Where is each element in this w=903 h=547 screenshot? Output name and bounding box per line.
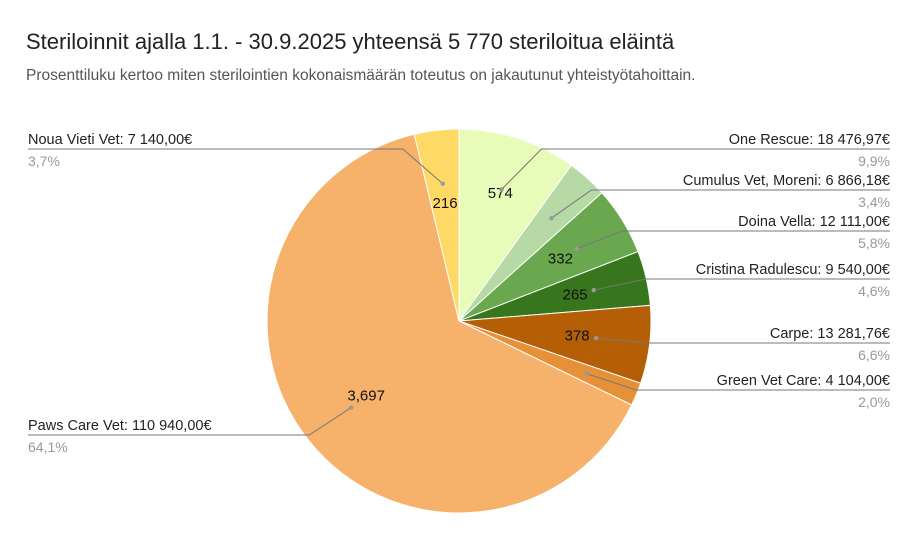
slice-percent-label: 6,6% [858, 347, 890, 363]
callout-dot [499, 187, 504, 192]
callout-line [551, 189, 890, 219]
callout-dot [440, 181, 445, 186]
callout-dot [591, 287, 596, 293]
callout-line [596, 337, 890, 344]
callout-line [501, 148, 890, 190]
callout-dot [549, 215, 554, 221]
slice-percent-label: 3,4% [858, 194, 890, 210]
pie-slice [458, 128, 573, 323]
chart-title: Steriloinnit ajalla 1.1. - 30.9.2025 yht… [26, 29, 675, 54]
callout-dot [584, 371, 589, 376]
callout-line [586, 373, 890, 391]
slice-value-label: 216 [433, 195, 458, 212]
slice-label: Noua Vieti Vet: 7 140,00€ [28, 132, 192, 148]
slice-value-label: 332 [548, 251, 573, 268]
pie-slice [266, 133, 633, 514]
slice-label: Cumulus Vet, Moreni: 6 866,18€ [683, 173, 890, 189]
slice-percent-label: 5,8% [858, 235, 890, 251]
callout-line [28, 407, 352, 436]
slice-label: Paws Care Vet: 110 940,00€ [28, 418, 212, 434]
slice-label: Green Vet Care: 4 104,00€ [717, 373, 890, 389]
slice-percent-label: 64,1% [28, 439, 68, 455]
slice-percent-label: 9,9% [858, 153, 890, 169]
slice-label: One Rescue: 18 476,97€ [729, 132, 890, 148]
slice-value-label: 265 [563, 286, 588, 303]
slice-value-label: 378 [565, 328, 590, 345]
slice-label: Cristina Radulescu: 9 540,00€ [696, 262, 890, 278]
chart-subtitle: Prosenttiluku kertoo miten sterilointien… [26, 67, 696, 84]
callout-line [576, 230, 890, 250]
slice-percent-label: 3,7% [28, 153, 60, 169]
slice-label: Doina Vella: 12 111,00€ [738, 214, 890, 230]
callout-line [28, 148, 444, 185]
slice-label: Carpe: 13 281,76€ [770, 326, 890, 342]
slice-value-label: 3,697 [347, 388, 385, 405]
slice-value-label: 574 [488, 185, 513, 202]
callout-dot [574, 246, 579, 251]
callout-dot [349, 405, 354, 410]
callout-dot [593, 335, 599, 341]
slice-percent-label: 2,0% [858, 394, 890, 410]
callout-line [593, 278, 890, 291]
pie-slice [413, 128, 460, 322]
slice-percent-label: 4,6% [858, 283, 890, 299]
